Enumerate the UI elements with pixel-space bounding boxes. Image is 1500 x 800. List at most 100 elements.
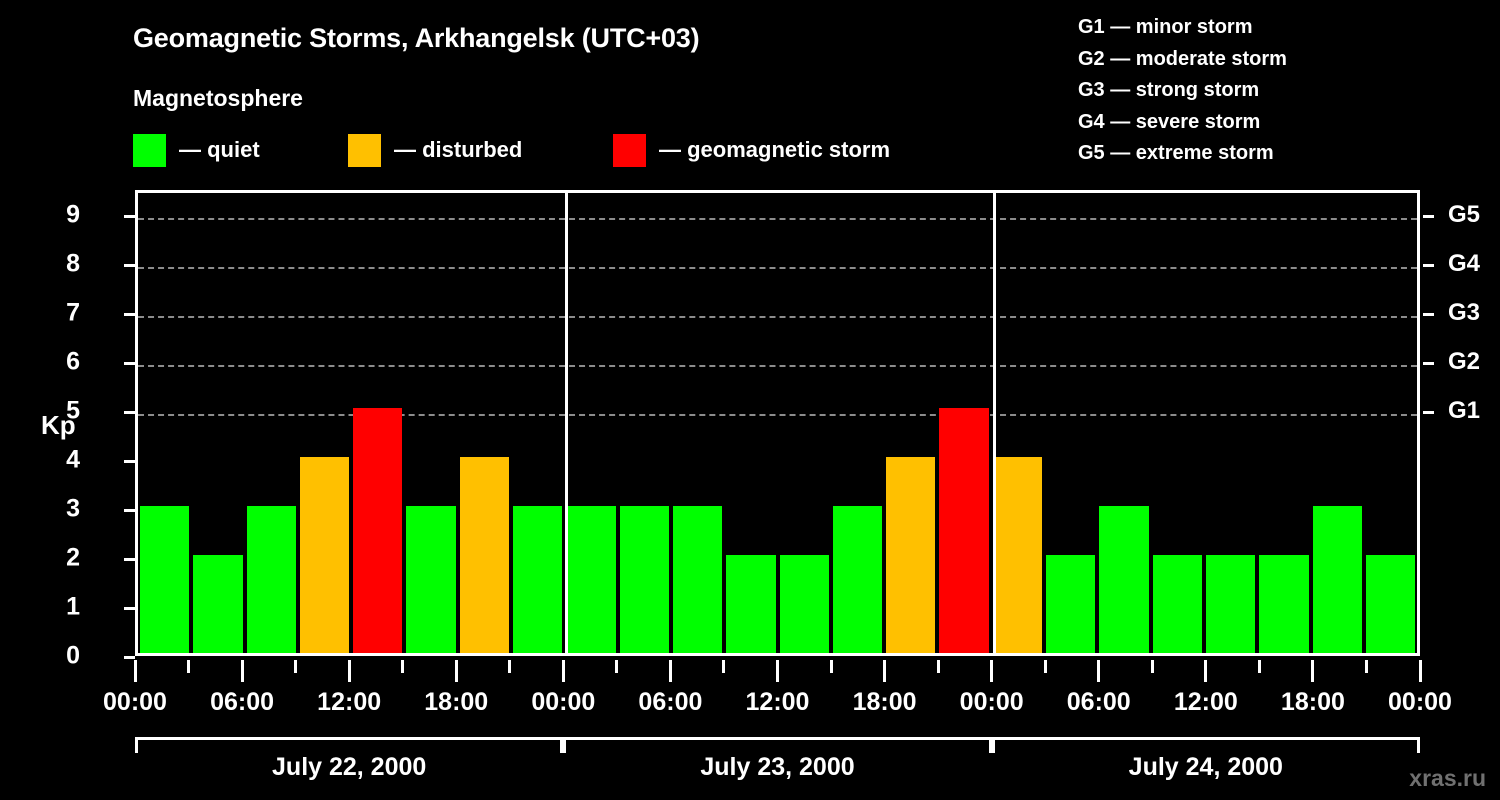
y-tick-mark-7 bbox=[124, 312, 135, 316]
y-tick-label-3: 3 bbox=[66, 494, 80, 523]
g-legend-item-1: G1 — minor storm bbox=[1078, 16, 1253, 38]
bar[interactable] bbox=[566, 505, 616, 653]
quiet-legend-label: — quiet bbox=[179, 137, 260, 162]
bar[interactable] bbox=[779, 554, 829, 653]
bar-slot bbox=[1204, 193, 1257, 653]
g-legend-item-5: G5 — extreme storm bbox=[1078, 142, 1274, 164]
gridline-kp-9 bbox=[138, 217, 1417, 220]
x-tick-18 bbox=[1097, 660, 1101, 682]
bar[interactable] bbox=[939, 407, 989, 653]
disturbed-legend-label: — disturbed bbox=[394, 137, 523, 162]
g-legend-item-3: G3 — strong storm bbox=[1078, 79, 1260, 101]
bar-slot bbox=[831, 193, 884, 653]
x-axis-label-8: 00:00 bbox=[959, 688, 1024, 716]
bar-slot bbox=[724, 193, 777, 653]
plot-wrap bbox=[135, 190, 1420, 656]
g-tick-mark-G3 bbox=[1423, 312, 1434, 316]
bar-slot bbox=[1151, 193, 1204, 653]
bar-slot bbox=[937, 193, 990, 653]
day-label-0: July 22, 2000 bbox=[272, 753, 427, 781]
storm-legend: — geomagnetic storm bbox=[613, 132, 890, 168]
bar[interactable] bbox=[406, 505, 456, 653]
x-tick-4 bbox=[347, 660, 351, 682]
bar[interactable] bbox=[886, 456, 936, 653]
bar-slot bbox=[884, 193, 937, 653]
bar-slot bbox=[1097, 193, 1150, 653]
y-tick-label-6: 6 bbox=[66, 347, 80, 376]
bar[interactable] bbox=[299, 456, 350, 653]
bar[interactable] bbox=[353, 407, 403, 653]
g-tick-mark-G5 bbox=[1423, 214, 1434, 218]
bar[interactable] bbox=[726, 554, 776, 653]
g-tick-mark-G4 bbox=[1423, 263, 1434, 267]
bar-slot bbox=[991, 193, 1044, 653]
g-axis-label-G2: G2 bbox=[1448, 347, 1481, 375]
page-title: Geomagnetic Storms, Arkhangelsk (UTC+03) bbox=[133, 23, 700, 53]
bar[interactable] bbox=[832, 505, 883, 653]
x-tick-16 bbox=[990, 660, 994, 682]
bar[interactable] bbox=[459, 456, 510, 653]
x-axis-label-3: 18:00 bbox=[424, 688, 489, 716]
gridline-kp-6 bbox=[138, 364, 1417, 367]
x-axis-label-1: 06:00 bbox=[210, 688, 275, 716]
disturbed-legend-swatch-icon bbox=[348, 133, 381, 167]
bar[interactable] bbox=[1365, 554, 1416, 653]
y-tick-mark-0 bbox=[124, 656, 135, 659]
bar-slot bbox=[671, 193, 724, 653]
bar-slot bbox=[1311, 193, 1364, 653]
bar-slot bbox=[351, 193, 404, 653]
day-label-1: July 23, 2000 bbox=[700, 753, 855, 781]
g-axis-label-G1: G1 bbox=[1448, 396, 1481, 424]
storm-legend-label: — geomagnetic storm bbox=[659, 137, 891, 162]
bar[interactable] bbox=[672, 505, 723, 653]
bar[interactable] bbox=[1152, 554, 1202, 653]
bar[interactable] bbox=[140, 505, 190, 653]
x-tick-19 bbox=[1150, 660, 1154, 673]
gridline-kp-7 bbox=[138, 315, 1417, 318]
bar[interactable] bbox=[1205, 554, 1256, 653]
disturbed-legend: — disturbed bbox=[348, 132, 522, 168]
gridline-kp-5 bbox=[138, 413, 1417, 416]
y-tick-label-5: 5 bbox=[66, 396, 80, 425]
bar[interactable] bbox=[619, 505, 669, 653]
g-axis-label-G4: G4 bbox=[1448, 249, 1481, 277]
x-tick-10 bbox=[668, 660, 672, 682]
x-tick-13 bbox=[829, 660, 833, 673]
g-tick-mark-G1 bbox=[1423, 410, 1434, 414]
y-tick-mark-5 bbox=[124, 410, 135, 414]
bar-slot bbox=[618, 193, 671, 653]
bar[interactable] bbox=[513, 505, 563, 653]
x-tick-8 bbox=[561, 660, 565, 682]
watermark: xras.ru bbox=[1409, 765, 1486, 791]
bar[interactable] bbox=[1046, 554, 1096, 653]
x-tick-6 bbox=[454, 660, 458, 682]
y-axis-title: Kp bbox=[41, 410, 76, 440]
plot-area bbox=[135, 190, 1420, 656]
y-tick-mark-9 bbox=[124, 214, 135, 218]
y-tick-mark-8 bbox=[124, 263, 135, 267]
y-tick-label-2: 2 bbox=[66, 543, 80, 572]
bar[interactable] bbox=[992, 456, 1043, 653]
x-tick-0 bbox=[133, 660, 137, 682]
bar[interactable] bbox=[246, 505, 296, 653]
g-legend-item-4: G4 — severe storm bbox=[1078, 110, 1261, 133]
x-tick-15 bbox=[936, 660, 940, 673]
bar-series bbox=[138, 193, 1417, 653]
bar[interactable] bbox=[193, 554, 243, 653]
x-axis-label-11: 18:00 bbox=[1280, 688, 1345, 716]
y-tick-label-9: 9 bbox=[66, 200, 80, 229]
bar-slot bbox=[1364, 193, 1417, 653]
x-axis-label-0: 00:00 bbox=[103, 688, 167, 716]
bar-slot bbox=[564, 193, 617, 653]
bar[interactable] bbox=[1099, 505, 1149, 653]
y-tick-label-0: 0 bbox=[66, 641, 80, 670]
y-tick-mark-2 bbox=[124, 557, 135, 561]
day-bracket-1 bbox=[563, 737, 992, 753]
bar[interactable] bbox=[1259, 554, 1309, 653]
x-tick-9 bbox=[615, 660, 619, 673]
x-tick-1 bbox=[187, 660, 191, 673]
bar[interactable] bbox=[1312, 505, 1362, 653]
day-separator-1 bbox=[564, 193, 568, 653]
x-axis-label-12: 00:00 bbox=[1388, 688, 1452, 716]
x-axis-label-7: 18:00 bbox=[852, 688, 917, 716]
